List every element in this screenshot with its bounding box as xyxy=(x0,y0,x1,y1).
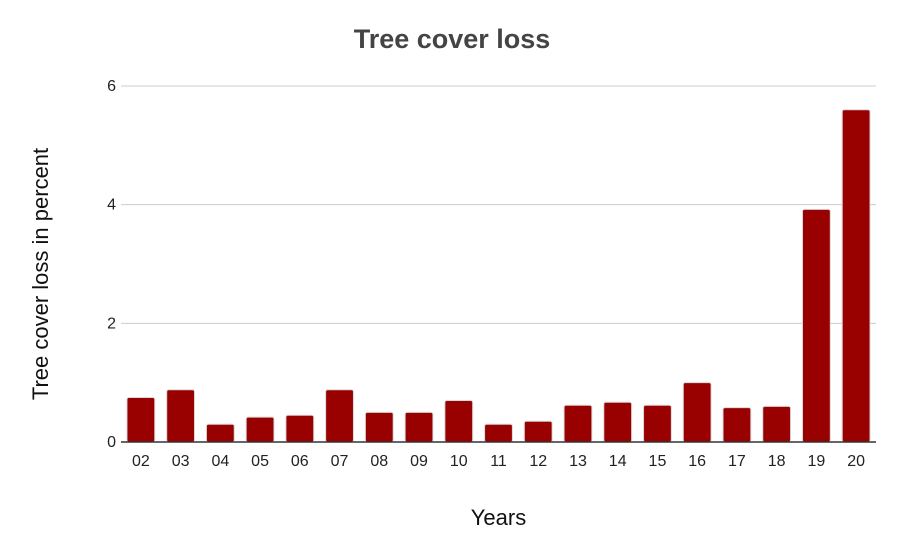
bar xyxy=(801,208,831,443)
x-tick-labels: 02 03 04 05 06 07 08 09 10 11 12 13 14 15 16 17 18 19 20 xyxy=(132,453,865,470)
chart-title: Tree cover loss xyxy=(353,24,551,54)
x-tick-label: 11 xyxy=(490,453,507,470)
bar xyxy=(682,382,712,443)
y-tick-label: 6 xyxy=(107,78,116,95)
bar xyxy=(563,404,593,443)
bar xyxy=(245,416,275,443)
bar xyxy=(841,109,871,443)
bar xyxy=(722,407,752,443)
x-tick-label: 14 xyxy=(609,453,627,470)
y-tick-label: 4 xyxy=(107,197,116,214)
x-tick-label: 07 xyxy=(331,453,349,470)
x-axis-title: Years xyxy=(471,505,526,530)
bars xyxy=(126,109,871,443)
gridlines xyxy=(121,85,876,324)
y-tick-label: 0 xyxy=(107,434,116,451)
bar xyxy=(444,399,474,443)
x-tick-label: 16 xyxy=(688,453,706,470)
bar xyxy=(484,423,513,443)
y-axis-title: Tree cover loss in percent xyxy=(28,148,53,400)
x-tick-label: 19 xyxy=(807,453,825,470)
bar xyxy=(404,411,434,443)
x-tick-label: 20 xyxy=(847,453,865,470)
x-tick-label: 04 xyxy=(211,453,229,470)
x-tick-label: 03 xyxy=(172,453,190,470)
bar xyxy=(126,397,156,443)
x-tick-label: 02 xyxy=(132,453,150,470)
x-tick-label: 18 xyxy=(768,453,786,470)
y-tick-labels: 0 2 4 6 xyxy=(107,78,116,451)
x-tick-label: 13 xyxy=(569,453,587,470)
bar xyxy=(643,404,672,443)
bar xyxy=(285,414,315,443)
y-tick-label: 2 xyxy=(107,315,116,332)
bar xyxy=(364,411,394,443)
x-tick-label: 12 xyxy=(529,453,547,470)
x-tick-label: 09 xyxy=(410,453,428,470)
bar xyxy=(523,420,553,443)
bar xyxy=(205,423,235,443)
x-tick-label: 08 xyxy=(370,453,388,470)
bar xyxy=(603,401,633,443)
x-tick-label: 06 xyxy=(291,453,309,470)
x-tick-label: 17 xyxy=(728,453,746,470)
bar xyxy=(762,405,792,443)
bar xyxy=(166,389,196,443)
x-tick-label: 05 xyxy=(251,453,269,470)
x-tick-label: 10 xyxy=(450,453,468,470)
bar xyxy=(325,389,354,443)
x-tick-label: 15 xyxy=(649,453,667,470)
